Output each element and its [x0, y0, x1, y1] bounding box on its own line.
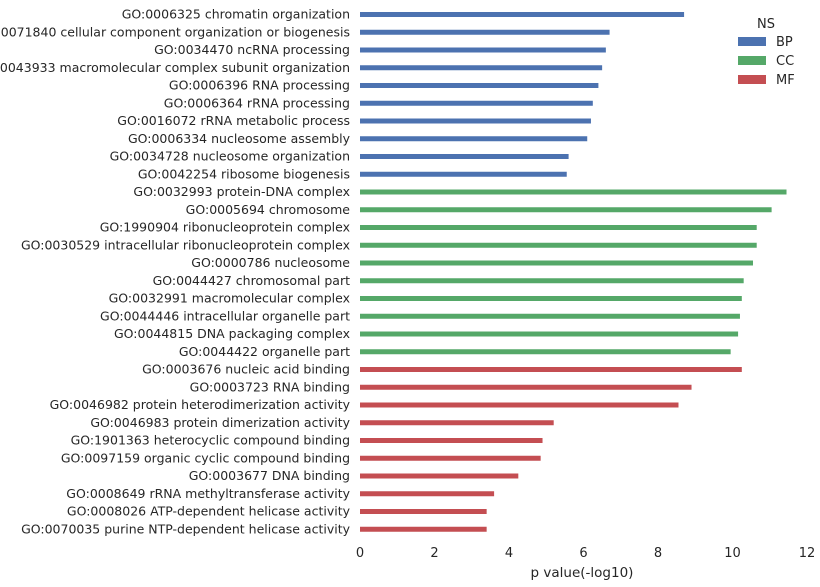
category-label: GO:0005694 chromosome	[186, 202, 351, 217]
x-tick-label: 0	[356, 546, 364, 561]
bar	[360, 384, 692, 390]
bar	[360, 207, 772, 213]
x-axis-title: p value(-log10)	[531, 565, 634, 581]
category-label: GO:0030529 intracellular ribonucleoprote…	[21, 237, 350, 252]
category-label: GO:0016072 rRNA metabolic process	[117, 113, 350, 128]
category-label: GO:1990904 ribonucleoprotein complex	[100, 220, 350, 235]
x-tick-label: 4	[505, 546, 513, 561]
bar	[360, 29, 610, 35]
category-label: GO:0034470 ncRNA processing	[154, 42, 350, 57]
category-label: GO:0003676 nucleic acid binding	[142, 362, 350, 377]
category-label: GO:0003677 DNA binding	[189, 468, 350, 483]
category-label: GO:0044815 DNA packaging complex	[114, 326, 350, 341]
bar	[360, 331, 739, 337]
bar	[360, 278, 744, 284]
bar	[360, 225, 757, 230]
x-tick-label: 10	[724, 546, 741, 561]
bar	[360, 509, 487, 514]
legend-swatch	[738, 56, 766, 65]
category-label: GO:0008649 rRNA methyltransferase activi…	[66, 486, 350, 501]
bar	[360, 455, 541, 461]
category-label: GO:0044446 intracellular organelle part	[100, 308, 350, 323]
legend-swatch	[738, 37, 766, 46]
bar	[360, 526, 487, 532]
legend-label: BP	[776, 35, 793, 50]
bar	[360, 473, 519, 479]
bar	[360, 83, 599, 88]
x-tick-label: 6	[579, 546, 587, 561]
category-label: GO:0006396 RNA processing	[169, 78, 350, 93]
category-label: GO:0043933 macromolecular complex subuni…	[0, 60, 350, 75]
category-label: GO:0000786 nucleosome	[191, 255, 350, 270]
bar	[360, 154, 569, 159]
x-tick-label: 12	[799, 546, 816, 561]
category-label: GO:0008026 ATP-dependent helicase activi…	[67, 504, 351, 519]
legend-swatch	[738, 75, 766, 84]
bar	[360, 402, 679, 408]
category-label: GO:0006334 nucleosome assembly	[128, 131, 351, 146]
legend: NS BP CC MF	[738, 17, 795, 88]
legend-entries: BP CC MF	[738, 35, 795, 88]
bar	[360, 65, 603, 71]
category-label: GO:0006325 chromatin organization	[122, 7, 350, 22]
category-label: GO:0034728 nucleosome organization	[110, 149, 350, 164]
bar	[360, 491, 495, 497]
bars-layer	[360, 12, 787, 532]
category-label: GO:0044427 chromosomal part	[153, 273, 350, 288]
category-label: GO:0071840 cellular component organizati…	[0, 24, 350, 39]
legend-label: MF	[776, 73, 795, 88]
bar	[360, 349, 731, 355]
category-label: GO:0044422 organelle part	[179, 344, 350, 359]
legend-label: CC	[776, 54, 794, 69]
category-label: GO:0003723 RNA binding	[190, 379, 350, 394]
category-label: GO:0032991 macromolecular complex	[109, 291, 350, 306]
category-label: GO:0006364 rRNA processing	[164, 95, 350, 110]
category-label: GO:0046982 protein heterodimerization ac…	[50, 397, 351, 412]
bar	[360, 118, 591, 124]
legend-title: NS	[757, 17, 775, 32]
category-label: GO:0046983 protein dimerization activity	[90, 415, 350, 430]
category-label: GO:1901363 heterocyclic compound binding	[71, 433, 350, 448]
bar	[360, 12, 685, 17]
bar	[360, 47, 606, 53]
bar	[360, 189, 787, 195]
bar	[360, 313, 740, 319]
category-label: GO:0097159 organic cyclic compound bindi…	[61, 450, 350, 465]
bar	[360, 242, 757, 248]
bar	[360, 420, 554, 426]
bar	[360, 136, 588, 142]
bar	[360, 438, 543, 443]
bar	[360, 367, 742, 372]
x-tick-label: 8	[654, 546, 662, 561]
category-label: GO:0070035 purine NTP-dependent helicase…	[21, 521, 351, 536]
x-axis-ticks: 0 2 4 6 8 10 12	[356, 546, 815, 561]
bar	[360, 296, 742, 301]
category-label: GO:0042254 ribosome biogenesis	[138, 166, 350, 181]
bar	[360, 260, 753, 266]
x-tick-label: 2	[430, 546, 438, 561]
bar	[360, 100, 593, 106]
category-label: GO:0032993 protein-DNA complex	[133, 184, 350, 199]
bar	[360, 171, 567, 177]
category-labels: GO:0006325 chromatin organization GO:0071…	[0, 7, 351, 537]
